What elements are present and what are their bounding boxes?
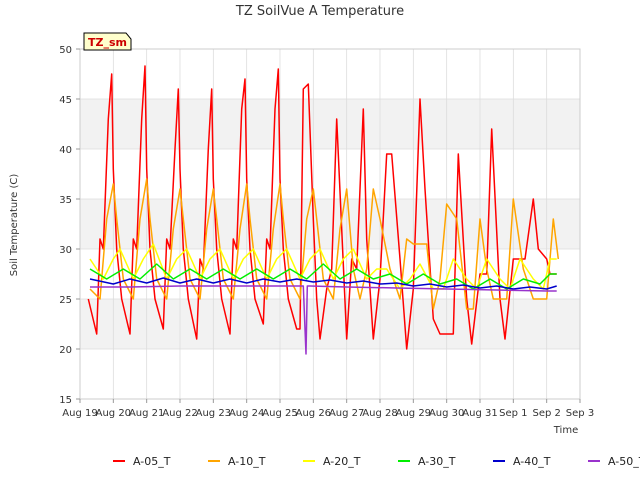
plot-band [80, 99, 580, 149]
x-tick-label: Aug 20 [96, 408, 131, 419]
legend-item: A-40_T [493, 455, 551, 468]
y-tick-label: 50 [59, 45, 72, 56]
series-line-A-05_T [87, 65, 557, 350]
x-tick-label: Aug 19 [62, 408, 97, 419]
x-tick-label: Aug 29 [396, 408, 431, 419]
y-tick-label: 40 [59, 145, 72, 156]
legend-label: A-05_T [133, 455, 171, 468]
legend-label: A-20_T [323, 455, 361, 468]
x-axis-label: Time [553, 425, 578, 436]
y-tick-label: 45 [59, 95, 72, 106]
x-tick-label: Aug 25 [262, 408, 297, 419]
legend-item: A-30_T [398, 455, 456, 468]
x-tick-label: Aug 23 [196, 408, 231, 419]
plot-background [80, 49, 580, 399]
plot-band [80, 199, 580, 249]
plot-frame [79, 48, 581, 400]
legend-label: A-10_T [228, 455, 266, 468]
site-badge-label: TZ_sm [88, 36, 127, 49]
series-line-A-30_T [89, 263, 557, 290]
series-line-A-50_T [90, 285, 557, 355]
legend-item: A-10_T [208, 455, 266, 468]
series-line-A-20_T [89, 243, 557, 290]
y-tick-label: 20 [59, 345, 72, 356]
x-tick-label: Aug 31 [462, 408, 497, 419]
site-badge: TZ_sm [83, 32, 132, 51]
x-tick-label: Sep 2 [532, 408, 560, 419]
y-axis-label: Soil Temperature (C) [9, 174, 20, 277]
legend-label: A-40_T [513, 455, 551, 468]
y-tick-label: 35 [59, 195, 72, 206]
legend-item: A-05_T [113, 455, 171, 468]
x-tick-label: Aug 27 [329, 408, 364, 419]
legend-label: A-50_T [608, 455, 640, 468]
y-tick-label: 30 [59, 245, 72, 256]
plot-band [80, 299, 580, 349]
series-line-A-40_T [89, 277, 557, 290]
series-layer [87, 65, 560, 355]
x-tick-label: Aug 28 [362, 408, 397, 419]
x-tick-label: Aug 21 [129, 408, 164, 419]
x-tick-label: Sep 1 [499, 408, 527, 419]
legend-item: A-50_T [588, 455, 640, 468]
x-tick-label: Aug 24 [229, 408, 264, 419]
x-tick-label: Sep 3 [566, 408, 594, 419]
x-tick-label: Aug 22 [162, 408, 197, 419]
chart-title: TZ SoilVue A Temperature [235, 4, 404, 19]
series-line-A-10_T [89, 178, 560, 310]
legend-label: A-30_T [418, 455, 456, 468]
x-tick-label: Aug 26 [296, 408, 331, 419]
y-tick-label: 25 [59, 295, 72, 306]
legend: A-05_T A-10_T A-20_T A-30_T A-40_T A-50_T [113, 455, 640, 468]
y-tick-label: 15 [59, 395, 72, 406]
legend-item: A-20_T [303, 455, 361, 468]
x-tick-label: Aug 30 [429, 408, 464, 419]
